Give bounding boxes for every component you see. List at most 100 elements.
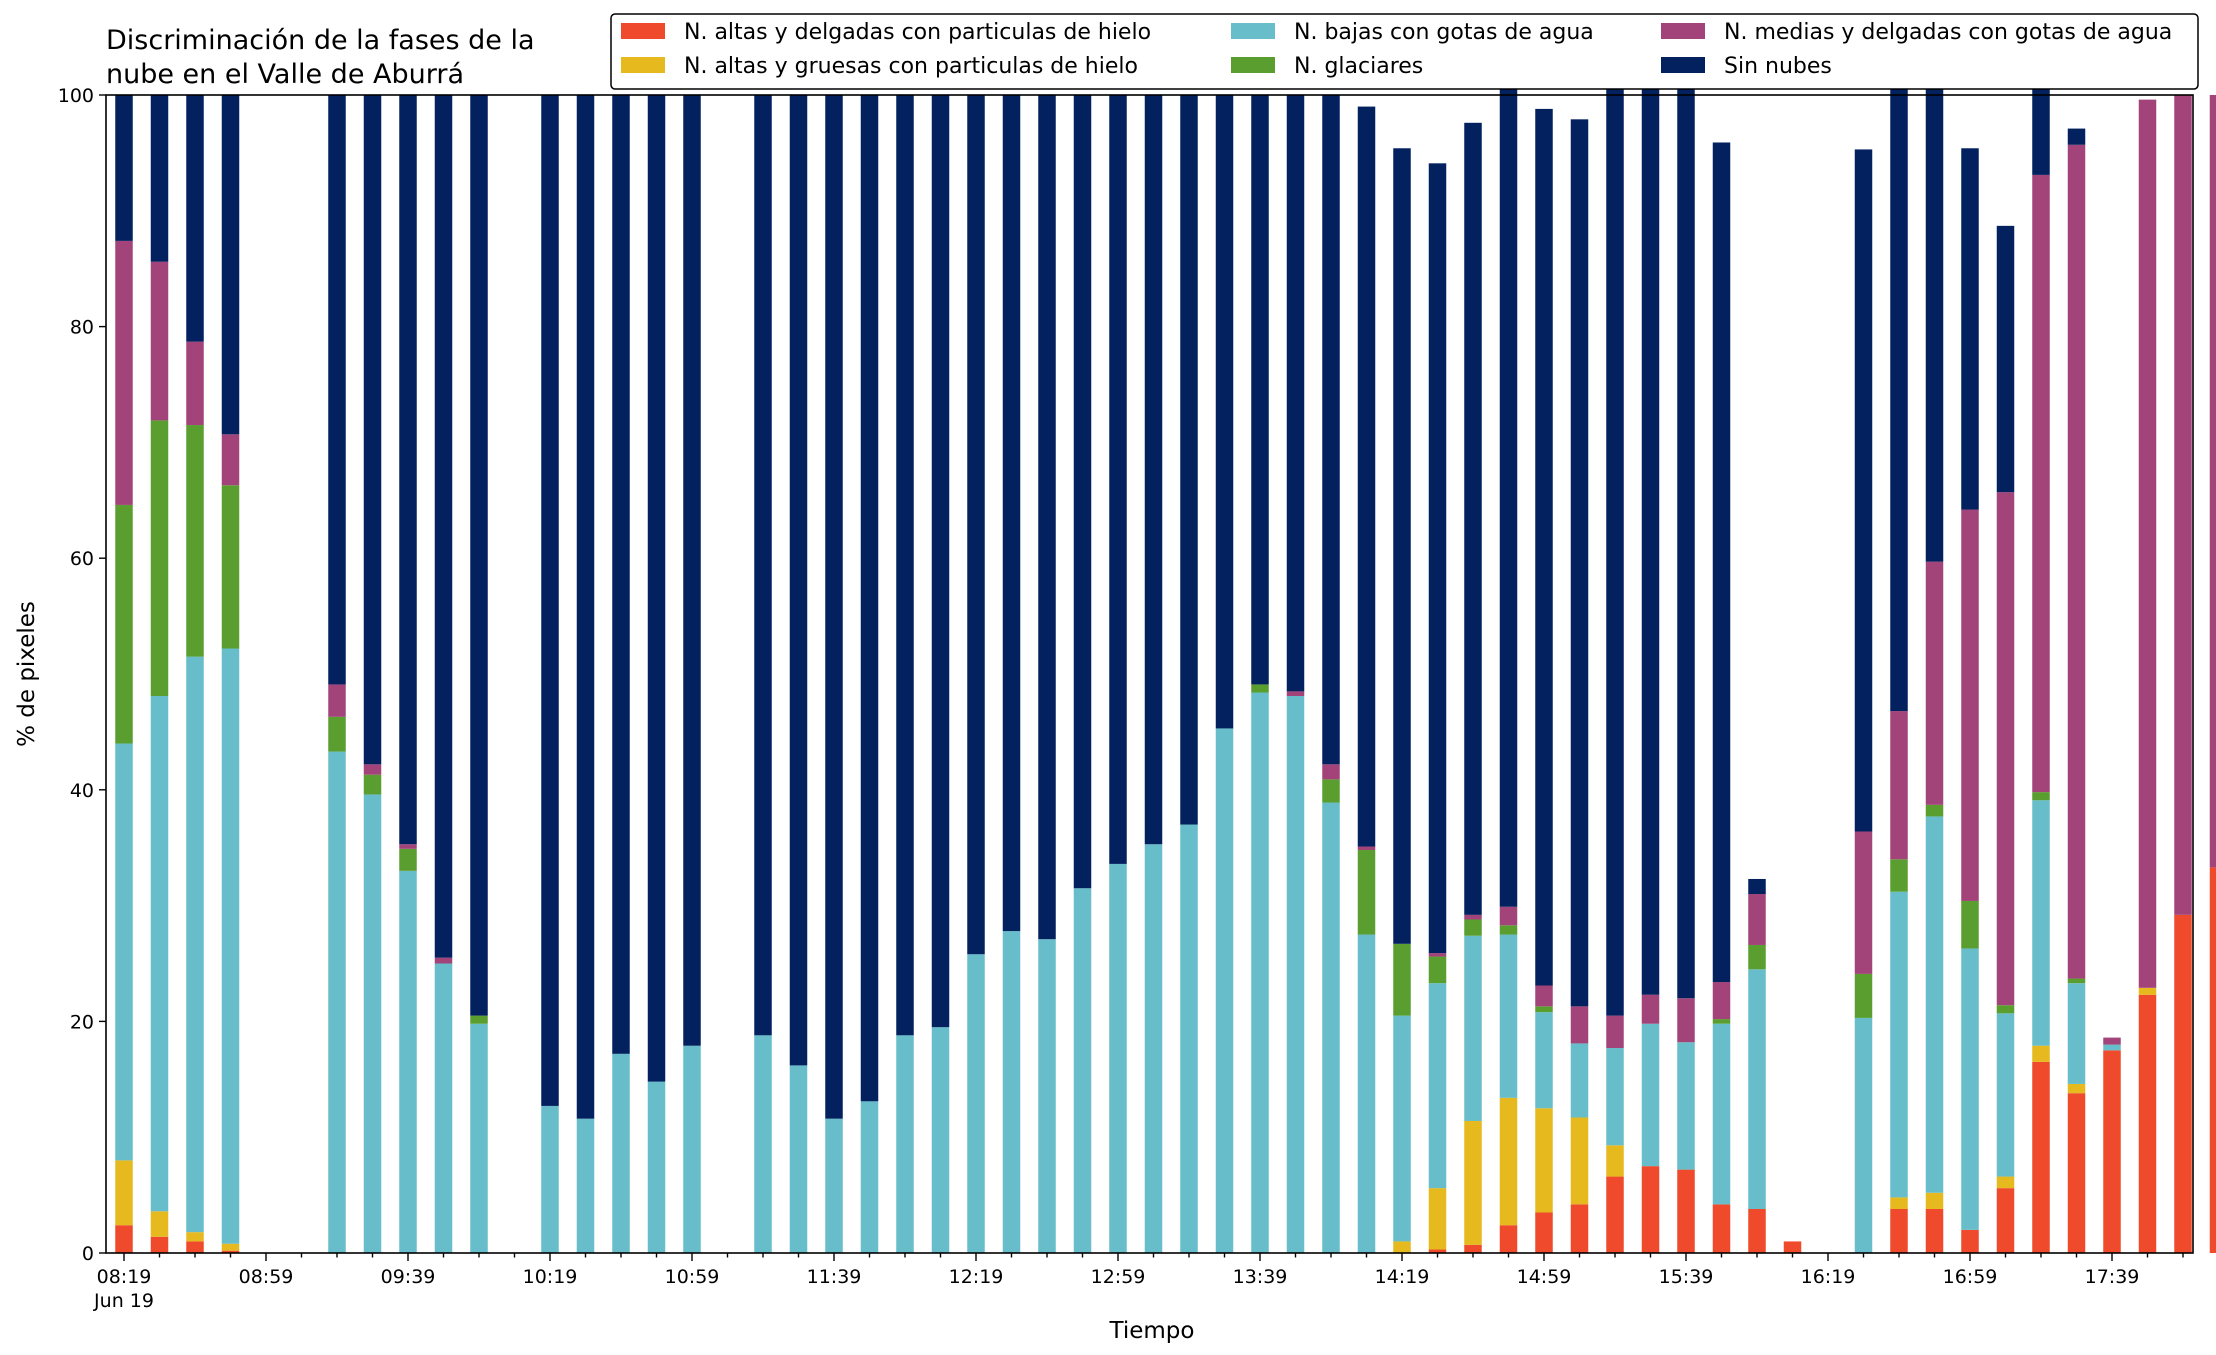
bar-segment-1	[2209, 867, 2216, 1253]
bar-segment-3	[1002, 931, 1021, 1253]
bar-segment-4	[363, 774, 382, 795]
bar-segment-2	[1464, 1120, 1482, 1245]
bars-layer	[115, 55, 2216, 1253]
bar-segment-1	[1925, 1209, 1944, 1253]
bar-segment-3	[434, 963, 453, 1253]
bar-segment-5	[2032, 174, 2050, 793]
bar-segment-3	[1925, 816, 1944, 1193]
bar-segment-2	[1428, 1188, 1447, 1250]
x-tick-label: 10:59	[665, 1266, 720, 1288]
legend-swatch	[1231, 57, 1275, 73]
x-axis: 08:19 08:59 09:39 10:19 10:59 11:39 12:19 12:59…	[93, 1253, 2184, 1312]
bar-segment-3	[1322, 802, 1340, 1253]
bar-segment-4	[1890, 859, 1908, 892]
legend-label: N. glaciares	[1294, 54, 1423, 79]
bar-segment-5	[1748, 894, 1766, 945]
bar-segment-3	[1748, 969, 1766, 1209]
bar-segment-5	[150, 261, 169, 421]
bar-segment-5	[1428, 953, 1447, 957]
legend-box	[610, 13, 2199, 90]
bar-segment-4	[1251, 684, 1269, 693]
bar-segment-4	[1357, 850, 1376, 935]
bar-segment-4	[2067, 978, 2086, 984]
x-tick-label: 09:39	[381, 1266, 436, 1288]
bar-segment-3	[1357, 934, 1376, 1253]
bar-segment-3	[2067, 983, 2086, 1084]
bar-segment-2	[1606, 1145, 1624, 1177]
bar-segment-6	[1109, 95, 1127, 864]
x-axis-label: Tiempo	[1109, 1318, 1195, 1344]
bar-segment-5	[434, 957, 453, 964]
bar-segment-5	[1854, 831, 1873, 974]
bar-segment-3	[1677, 1042, 1695, 1170]
y-axis-label: % de pixeles	[14, 601, 40, 747]
bar-segment-3	[1109, 863, 1127, 1253]
y-axis: 0 20 40 60 80 100	[58, 85, 106, 1265]
x-tick-label: 10:19	[523, 1266, 578, 1288]
y-tick-label: 100	[58, 85, 94, 107]
bar-segment-3	[1038, 939, 1056, 1253]
bar-segment-3	[2103, 1044, 2121, 1051]
bar-segment-6	[896, 95, 914, 1036]
bar-segment-5	[2067, 144, 2086, 979]
bar-segment-2	[2067, 1083, 2086, 1094]
y-tick-label: 0	[82, 1243, 94, 1265]
bar-segment-3	[221, 648, 240, 1244]
bar-segment-2	[1925, 1192, 1944, 1209]
x-tick-label: 16:19	[1801, 1266, 1856, 1288]
bar-segment-2	[1393, 1241, 1411, 1253]
bar-segment-3	[399, 870, 417, 1253]
bar-segment-6	[825, 95, 843, 1119]
bar-segment-6	[150, 95, 169, 262]
bar-segment-5	[1357, 846, 1376, 851]
legend-label: Sin nubes	[1724, 54, 1832, 79]
bar-segment-6	[1641, 83, 1660, 995]
bar-segment-5	[1464, 914, 1482, 920]
bar-segment-3	[1215, 728, 1234, 1253]
bar-segment-6	[1890, 83, 1908, 712]
bar-segment-4	[1748, 944, 1766, 970]
bar-segment-4	[1428, 956, 1447, 984]
bar-segment-1	[1641, 1166, 1660, 1253]
bar-segment-4	[1535, 1006, 1553, 1013]
bar-segment-6	[1499, 88, 1518, 907]
bar-segment-5	[399, 844, 417, 849]
legend-label: N. altas y gruesas con particulas de hie…	[684, 54, 1138, 79]
bar-segment-3	[1464, 935, 1482, 1121]
bar-segment-3	[470, 1023, 488, 1253]
bar-segment-5	[2138, 99, 2157, 988]
bar-segment-3	[1535, 1012, 1553, 1109]
bar-segment-4	[328, 716, 346, 752]
bar-segment-6	[1357, 106, 1376, 847]
bar-segment-3	[1570, 1043, 1589, 1118]
y-tick-label: 80	[70, 317, 94, 339]
bar-segment-6	[1535, 108, 1553, 986]
bar-segment-5	[1890, 711, 1908, 860]
bar-segment-6	[1996, 225, 2015, 493]
bar-segment-6	[1393, 148, 1411, 944]
bar-segment-1	[1961, 1229, 1979, 1253]
bar-segment-1	[1464, 1244, 1482, 1253]
bar-segment-5	[1535, 985, 1553, 1007]
bar-segment-6	[1322, 95, 1340, 765]
bar-segment-5	[1925, 561, 1944, 805]
x-tick-label: 08:19	[97, 1266, 152, 1288]
bar-segment-6	[1925, 55, 1944, 562]
bar-segment-4	[1961, 900, 1979, 949]
bar-segment-4	[1499, 925, 1518, 935]
bar-segment-6	[2067, 128, 2086, 145]
bar-segment-3	[612, 1053, 630, 1253]
bar-segment-3	[1251, 692, 1269, 1253]
bar-segment-4	[150, 420, 169, 696]
bar-segment-6	[1428, 163, 1447, 954]
bar-segment-4	[399, 848, 417, 871]
legend-swatch	[621, 23, 665, 39]
chart-title-line-1: Discriminación de la fases de la	[106, 25, 535, 56]
x-tick-label: 12:19	[949, 1266, 1004, 1288]
x-tick-label: 16:59	[1943, 1266, 1998, 1288]
bar-segment-3	[1428, 983, 1447, 1189]
bar-segment-6	[1961, 148, 1979, 510]
x-tick-label: 14:19	[1375, 1266, 1430, 1288]
bar-segment-1	[115, 1225, 133, 1253]
legend-label: N. bajas con gotas de agua	[1294, 20, 1594, 45]
